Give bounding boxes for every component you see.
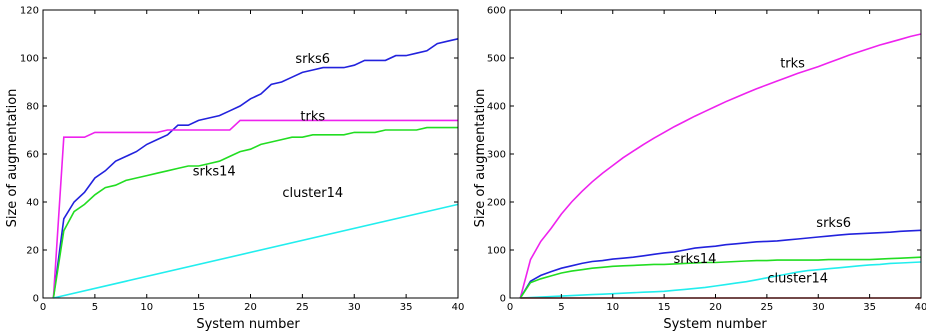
chart-right-xtick-label: 20 [709,302,722,313]
chart-left-xtick-label: 20 [244,302,257,313]
chart-right-series-trks-line [519,33,922,299]
chart-right-xtick-label: 0 [507,302,513,313]
chart-left-ylabel: Size of augmentation [5,89,20,228]
chart-left-xtick-label: 5 [92,302,98,313]
chart-left-xtick-label: 10 [140,302,153,313]
chart-left-ytick-label: 40 [26,198,39,209]
chart-left-xlabel: System number [196,317,300,332]
chart-left-ytick-label: 60 [26,150,39,161]
chart-right-ytick-label: 0 [500,294,506,305]
chart-right-series-label-trks: trks [780,57,805,72]
chart-right-series-label-srks14: srks14 [673,252,716,267]
chart-right-ytick-label: 400 [487,102,506,113]
chart-left-series-label-srks6: srks6 [295,52,330,67]
chart-left-series-label-srks14: srks14 [193,165,236,180]
chart-left-xtick-label: 0 [40,302,46,313]
chart-left-xtick-label: 15 [192,302,205,313]
chart-left-series-srks14-line [52,126,458,299]
chart-left-xtick-label: 25 [296,302,309,313]
chart-left-ytick-label: 80 [26,102,39,113]
chart-left-ytick-label: 0 [33,294,39,305]
chart-left-series-label-cluster14: cluster14 [282,186,343,201]
chart-left-series-label-trks: trks [300,109,325,124]
chart-right-series-srks6-line [519,229,922,299]
chart-right-xtick-label: 5 [558,302,564,313]
chart-left: System number Size of augmentation srks6… [5,6,464,333]
chart-right-series-label-cluster14: cluster14 [767,272,828,287]
chart-right-xlabel: System number [663,317,767,332]
chart-right-xtick-label: 35 [863,302,876,313]
chart-left-series-cluster14-line [53,203,459,299]
chart-left-xtick-label: 35 [400,302,413,313]
chart-left-series-trks-line [52,119,458,299]
chart-right-xtick-label: 10 [606,302,619,313]
chart-right-ytick-label: 500 [487,54,506,65]
chart-left-xtick-label: 30 [348,302,361,313]
chart-right: System number Size of augmentation trks s… [473,6,926,333]
chart-left-ytick-label: 120 [20,6,39,17]
chart-right-series-srks14-line [519,256,922,299]
chart-left-ytick-label: 100 [20,54,39,65]
chart-right-xtick-label: 30 [812,302,825,313]
chart-right-series-label-srks6: srks6 [816,216,851,231]
chart-left-xtick-label: 40 [452,302,465,313]
chart-right-xtick-label: 15 [658,302,671,313]
chart-left-series-srks6-line [52,38,459,299]
chart-right-ytick-label: 100 [487,246,506,257]
chart-right-xtick-label: 40 [915,302,926,313]
chart-right-ytick-label: 200 [487,198,506,209]
chart-right-series-cluster14-line [520,261,922,299]
chart-right-ytick-label: 600 [487,6,506,17]
chart-right-xtick-label: 25 [761,302,774,313]
chart-right-ylabel: Size of augmentation [473,89,488,228]
chart-left-plot-frame [42,9,459,299]
chart-left-ytick-label: 20 [26,246,39,257]
chart-right-ytick-label: 300 [487,150,506,161]
